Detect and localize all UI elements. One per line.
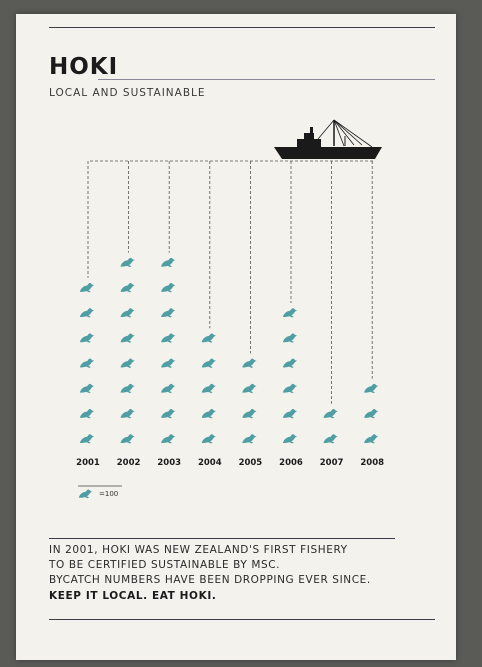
body-text-line-2: TO BE CERTIFIED SUSTAINABLE BY MSC.	[49, 559, 281, 571]
seal-icon	[201, 434, 216, 444]
seal-icon	[120, 358, 135, 368]
legend-seal-icon	[78, 489, 93, 499]
tagline: KEEP IT LOCAL. EAT HOKI.	[49, 590, 217, 602]
year-label: 2005	[239, 458, 263, 468]
seal-icon	[79, 333, 95, 343]
seal-icon	[364, 383, 379, 394]
seal-icon	[323, 434, 338, 444]
seal-icon	[161, 358, 176, 368]
seal-icon	[282, 308, 298, 318]
bottom-rule	[49, 619, 435, 620]
seal-icon	[364, 434, 379, 444]
seal-icon	[242, 383, 257, 394]
seal-icon	[161, 434, 176, 444]
seal-icon	[242, 409, 257, 419]
year-label: 2007	[320, 458, 344, 468]
seal-icon	[282, 383, 298, 394]
top-rule	[49, 27, 435, 28]
seal-icon	[242, 434, 257, 444]
seal-icon	[282, 333, 298, 343]
seal-icon	[201, 409, 216, 419]
pictograph-chart: 2001 2002 2003 2004 2005 2006 2007 2008	[76, 119, 384, 499]
seal-icon	[120, 257, 135, 268]
seal-icon	[282, 409, 298, 419]
poster-title: HOKI	[49, 54, 119, 80]
poster: HOKI LOCAL AND SUSTAINABLE 2001 2002 2003 2…	[16, 14, 456, 660]
year-label: 2002	[117, 458, 141, 468]
seal-icon	[242, 358, 257, 368]
seal-icon	[120, 434, 135, 444]
seal-icon	[120, 308, 135, 318]
seal-icon	[79, 383, 95, 394]
body-text-line-3: BYCATCH NUMBERS HAVE BEEN DROPPING EVER …	[49, 574, 371, 586]
seal-icon	[79, 434, 95, 444]
seal-icon	[79, 409, 95, 419]
seal-icon	[120, 283, 135, 293]
seal-icon	[79, 283, 95, 293]
seal-icon	[120, 383, 135, 394]
seal-icon	[161, 308, 176, 318]
seal-icon	[364, 409, 379, 419]
seal-icon	[79, 308, 95, 318]
seal-icon	[161, 409, 176, 419]
poster-subtitle: LOCAL AND SUSTAINABLE	[49, 87, 206, 99]
middle-rule	[49, 538, 395, 539]
seal-icon	[161, 257, 176, 268]
year-label: 2008	[360, 458, 384, 468]
seal-icon	[79, 358, 95, 368]
year-label: 2003	[157, 458, 181, 468]
year-label: 2001	[76, 458, 100, 468]
body-text-line-1: IN 2001, HOKI WAS NEW ZEALAND'S FIRST FI…	[49, 544, 348, 556]
seal-icon	[282, 358, 298, 368]
title-rule	[98, 79, 435, 80]
seal-icon	[201, 383, 216, 394]
legend-label: =100	[99, 490, 119, 498]
seal-icon	[201, 333, 216, 343]
seal-icon	[161, 333, 176, 343]
seal-icon	[323, 409, 338, 419]
seal-icon	[282, 434, 298, 444]
seal-icon	[201, 358, 216, 368]
seal-icon	[120, 409, 135, 419]
year-label: 2004	[198, 458, 222, 468]
year-label: 2006	[279, 458, 303, 468]
seal-icon	[161, 383, 176, 394]
seal-icon	[120, 333, 135, 343]
seal-icon	[161, 283, 176, 293]
fishing-boat-icon	[274, 119, 382, 159]
